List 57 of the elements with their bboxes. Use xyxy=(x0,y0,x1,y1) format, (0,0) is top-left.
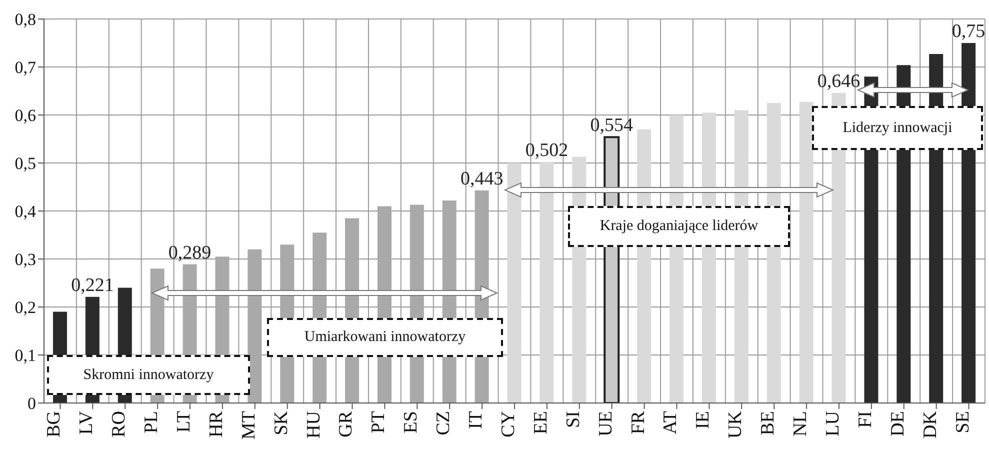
dashed-text-box: Kraje doganiające liderów xyxy=(568,206,790,247)
x-tick-label: SE xyxy=(952,411,974,434)
y-tick-label: 0,7 xyxy=(14,58,36,78)
x-tick-label: PT xyxy=(368,410,390,434)
data-label: 0,289 xyxy=(168,242,212,264)
x-tick-label: EE xyxy=(530,411,552,434)
y-tick-label: 0,3 xyxy=(14,250,36,270)
x-tick-label: CY xyxy=(498,410,519,438)
x-tick-label: HU xyxy=(303,410,324,438)
annotation: Liderzy innowacji xyxy=(842,120,952,136)
data-label: 0,443 xyxy=(460,168,504,190)
x-tick-label: IE xyxy=(692,411,714,429)
bar xyxy=(540,162,554,403)
annotation: Umiarkowani innowatorzy xyxy=(304,329,466,346)
dashed-text-box: Umiarkowani innowatorzy xyxy=(267,318,503,357)
x-tick-label: HR xyxy=(206,410,227,438)
bar xyxy=(507,163,522,403)
x-tick-label: LT xyxy=(174,410,195,432)
bar xyxy=(799,102,814,403)
x-tick-label: FI xyxy=(854,411,876,428)
x-tick-label: LU xyxy=(822,410,844,436)
x-tick-label: GR xyxy=(336,410,357,438)
x-tick-label: BG xyxy=(44,410,65,438)
x-tick-label: SK xyxy=(270,410,292,436)
data-label: 0,554 xyxy=(590,115,634,136)
x-tick-label: FR xyxy=(628,410,649,434)
y-tick-label: 0,1 xyxy=(14,346,36,366)
x-tick-label: IT xyxy=(466,410,487,429)
x-tick-label: LV xyxy=(76,410,98,435)
data-label: 0,75 xyxy=(952,21,986,42)
y-tick-label: 0,8 xyxy=(14,10,36,30)
x-tick-label: DE xyxy=(887,411,908,436)
y-tick-label: 0 xyxy=(28,394,36,414)
annotation: Skromni innowatorzy xyxy=(83,366,214,384)
y-tick-label: 0,5 xyxy=(14,154,36,174)
data-label: 0,646 xyxy=(817,70,860,92)
x-tick-label: DK xyxy=(920,410,941,438)
y-tick-label: 0,6 xyxy=(14,106,36,126)
dashed-text-box: Skromni innowatorzy xyxy=(47,355,250,395)
x-tick-label: UE xyxy=(595,411,616,436)
x-tick-label: BE xyxy=(758,411,779,436)
x-tick-label: RO xyxy=(108,411,130,438)
x-tick-label: UK xyxy=(725,410,746,438)
y-tick-label: 0,4 xyxy=(14,202,36,222)
x-tick-label: NL xyxy=(790,411,812,436)
y-tick-label: 0,2 xyxy=(14,298,36,318)
data-label: 0,221 xyxy=(71,274,114,296)
x-tick-label: AT xyxy=(660,410,682,434)
x-tick-label: SI xyxy=(562,411,584,428)
x-tick-label: CZ xyxy=(433,411,454,436)
x-tick-label: ES xyxy=(400,411,422,434)
bar xyxy=(248,249,262,403)
annotation: Kraje doganiające liderów xyxy=(600,218,758,235)
x-tick-label: MT xyxy=(238,410,260,440)
dashed-text-box: Liderzy innowacji xyxy=(812,106,983,150)
x-tick-label: PL xyxy=(141,411,162,434)
data-label: 0,502 xyxy=(525,140,568,162)
